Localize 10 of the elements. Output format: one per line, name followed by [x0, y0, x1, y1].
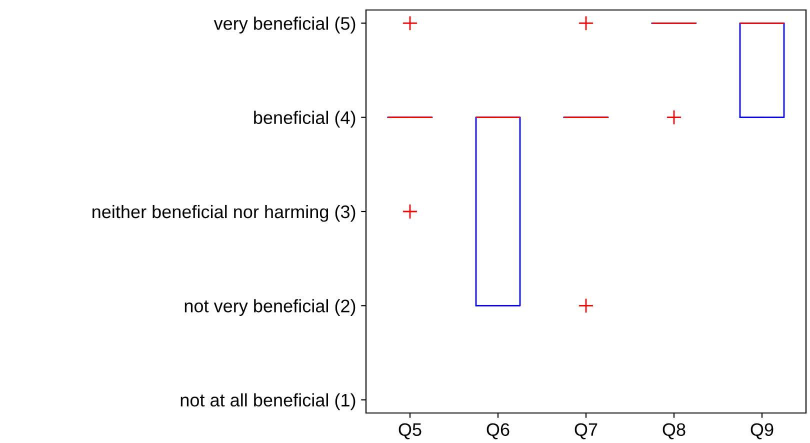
x-tick-label: Q6 — [486, 423, 510, 440]
x-tick-label: Q7 — [574, 423, 598, 440]
y-tick-label: not at all beneficial (1) — [180, 393, 356, 410]
y-tick-label: beneficial (4) — [254, 110, 356, 128]
y-tick-label: not very beneficial (2) — [184, 299, 356, 316]
y-tick-label: very beneficial (5) — [214, 16, 356, 34]
x-tick-label: Q8 — [662, 423, 686, 440]
y-tick-label: neither beneficial nor harming (3) — [92, 204, 356, 222]
x-tick-label: Q5 — [398, 423, 422, 440]
x-tick-label: Q9 — [750, 423, 774, 440]
